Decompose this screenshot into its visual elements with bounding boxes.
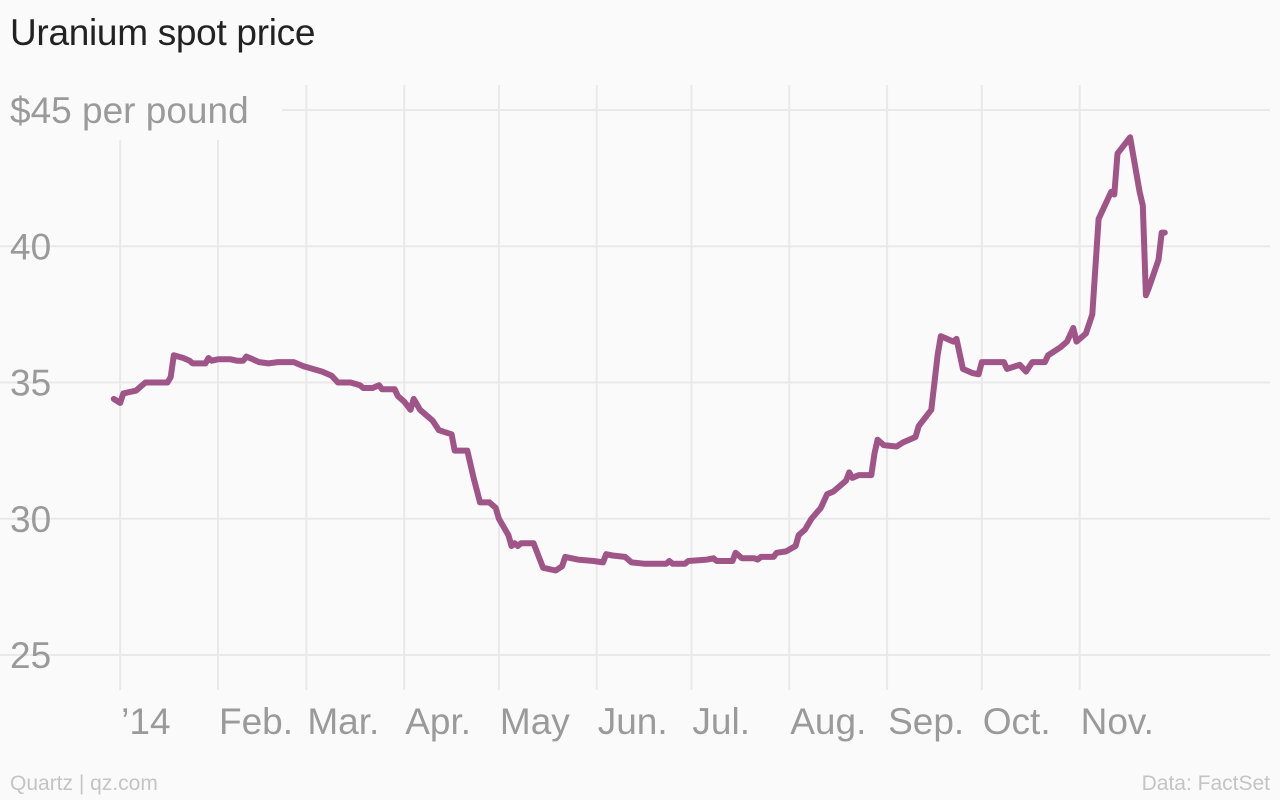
x-tick-label: Jun. <box>598 701 668 742</box>
source-credit: Quartz | qz.com <box>10 772 158 795</box>
x-tick-label: Sep. <box>888 701 964 742</box>
y-tick-label: 30 <box>10 499 51 540</box>
series-group <box>110 134 1168 574</box>
x-tick-label: Feb. <box>219 701 293 742</box>
x-tick-label: Aug. <box>790 701 866 742</box>
x-tick-label: May <box>500 701 570 742</box>
chart-title: Uranium spot price <box>10 12 316 53</box>
y-tick-label: 25 <box>10 635 51 676</box>
x-tick-label: Nov. <box>1081 701 1154 742</box>
x-tick-label: Mar. <box>307 701 379 742</box>
x-axis-labels: ’14 Feb. Mar. Apr. May Jun. Jul. Aug. Sep. Oct. No… <box>121 701 1154 742</box>
x-tick-label: Jul. <box>692 701 750 742</box>
series-line <box>110 134 1168 574</box>
y-unit-label: $45 per pound <box>10 90 249 131</box>
x-tick-label: Apr. <box>405 701 471 742</box>
x-tick-label: ’14 <box>121 701 170 742</box>
grid <box>0 85 1270 690</box>
y-axis-labels: 25 30 35 40 $45 per pound <box>10 90 249 676</box>
y-tick-label: 40 <box>10 226 51 267</box>
y-tick-label: 35 <box>10 363 51 404</box>
x-tick-label: Oct. <box>983 701 1051 742</box>
data-source: Data: FactSet <box>1141 772 1270 795</box>
